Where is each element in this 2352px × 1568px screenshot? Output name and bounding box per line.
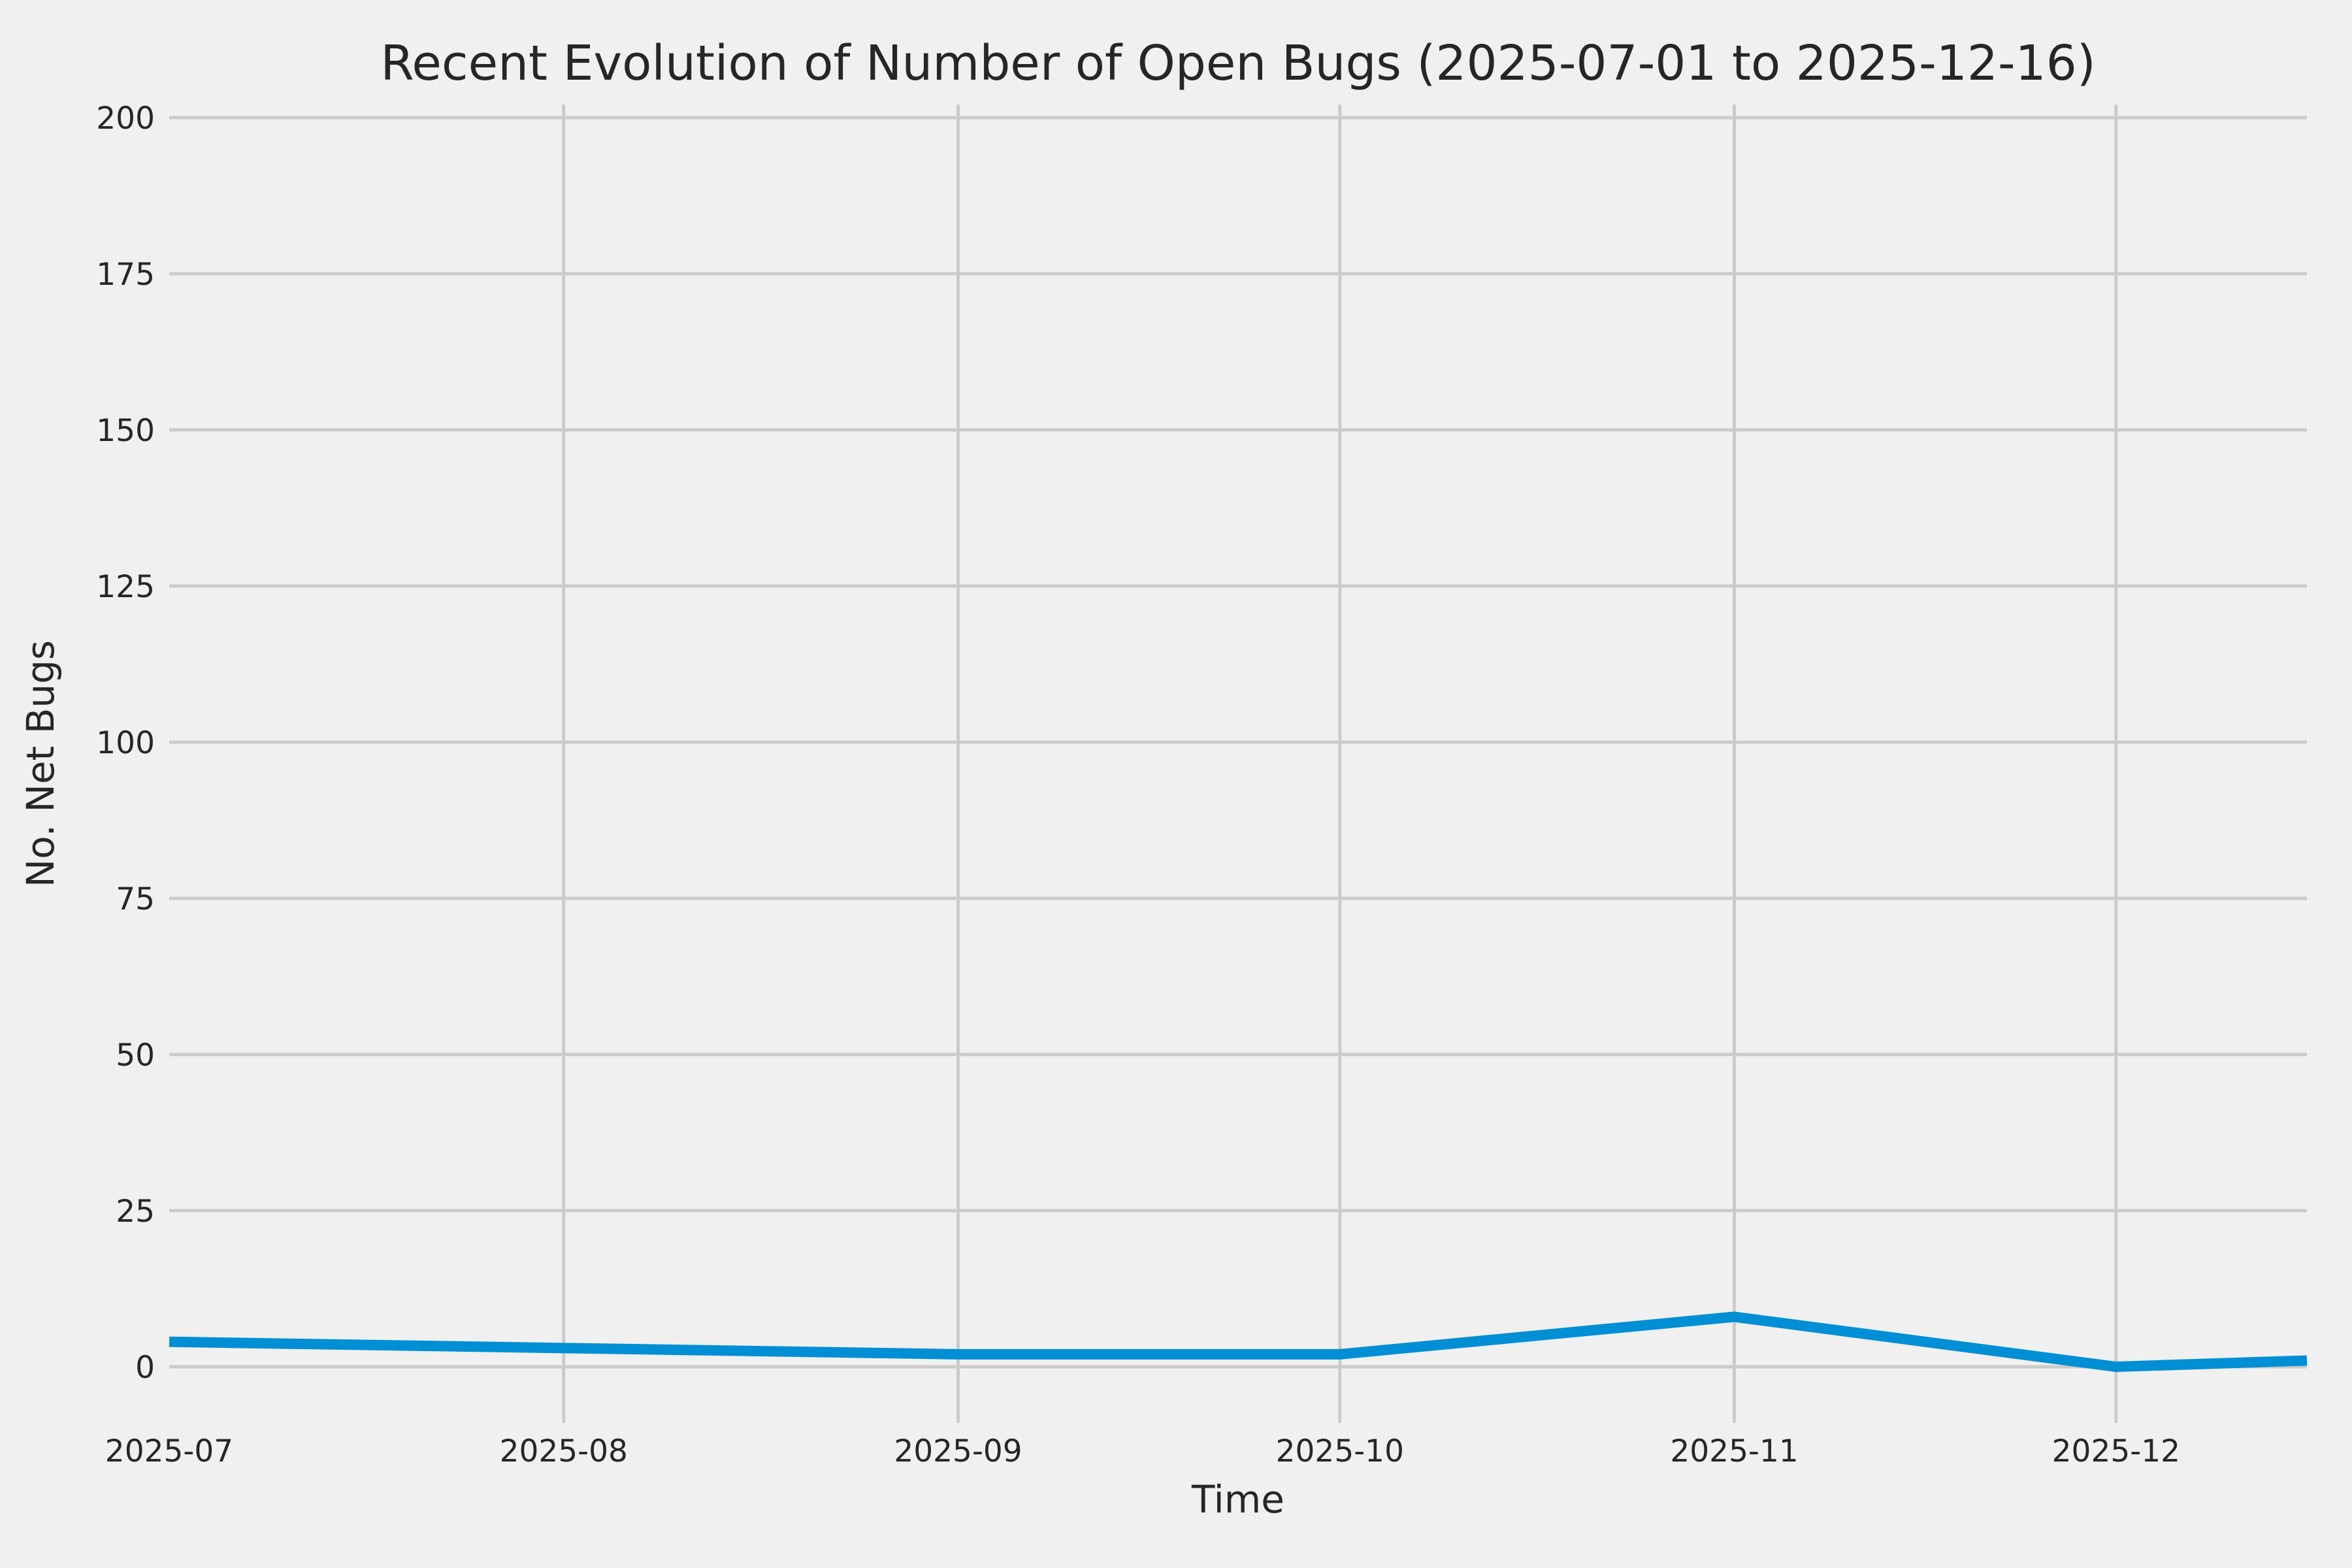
y-axis-label: No. Net Bugs <box>18 640 63 888</box>
x-axis-label: Time <box>1191 1477 1284 1522</box>
x-tick-label: 2025-09 <box>894 1433 1022 1469</box>
tick-labels: 0 25 50 75 100 125 150 175 200 2025-07 2025-08 2025… <box>96 101 2180 1469</box>
x-tick-label: 2025-10 <box>1276 1433 1404 1469</box>
y-tick-label: 50 <box>116 1037 155 1073</box>
gridlines <box>169 105 2307 1423</box>
chart-title: Recent Evolution of Number of Open Bugs … <box>380 35 2095 91</box>
x-tick-label: 2025-12 <box>2052 1433 2180 1469</box>
x-tick-label: 2025-07 <box>105 1433 233 1469</box>
y-tick-label: 150 <box>96 413 155 449</box>
y-tick-label: 125 <box>96 569 155 605</box>
y-tick-label: 25 <box>116 1194 155 1230</box>
open-bugs-series-line <box>169 1311 2308 1372</box>
y-tick-label: 200 <box>96 101 155 137</box>
series-lines <box>169 1311 2308 1372</box>
x-tick-label: 2025-08 <box>500 1433 628 1469</box>
y-tick-label: 0 <box>135 1350 155 1386</box>
y-tick-label: 75 <box>116 881 155 917</box>
x-tick-label: 2025-11 <box>1670 1433 1798 1469</box>
y-tick-label: 100 <box>96 725 155 761</box>
y-tick-label: 175 <box>96 257 155 293</box>
